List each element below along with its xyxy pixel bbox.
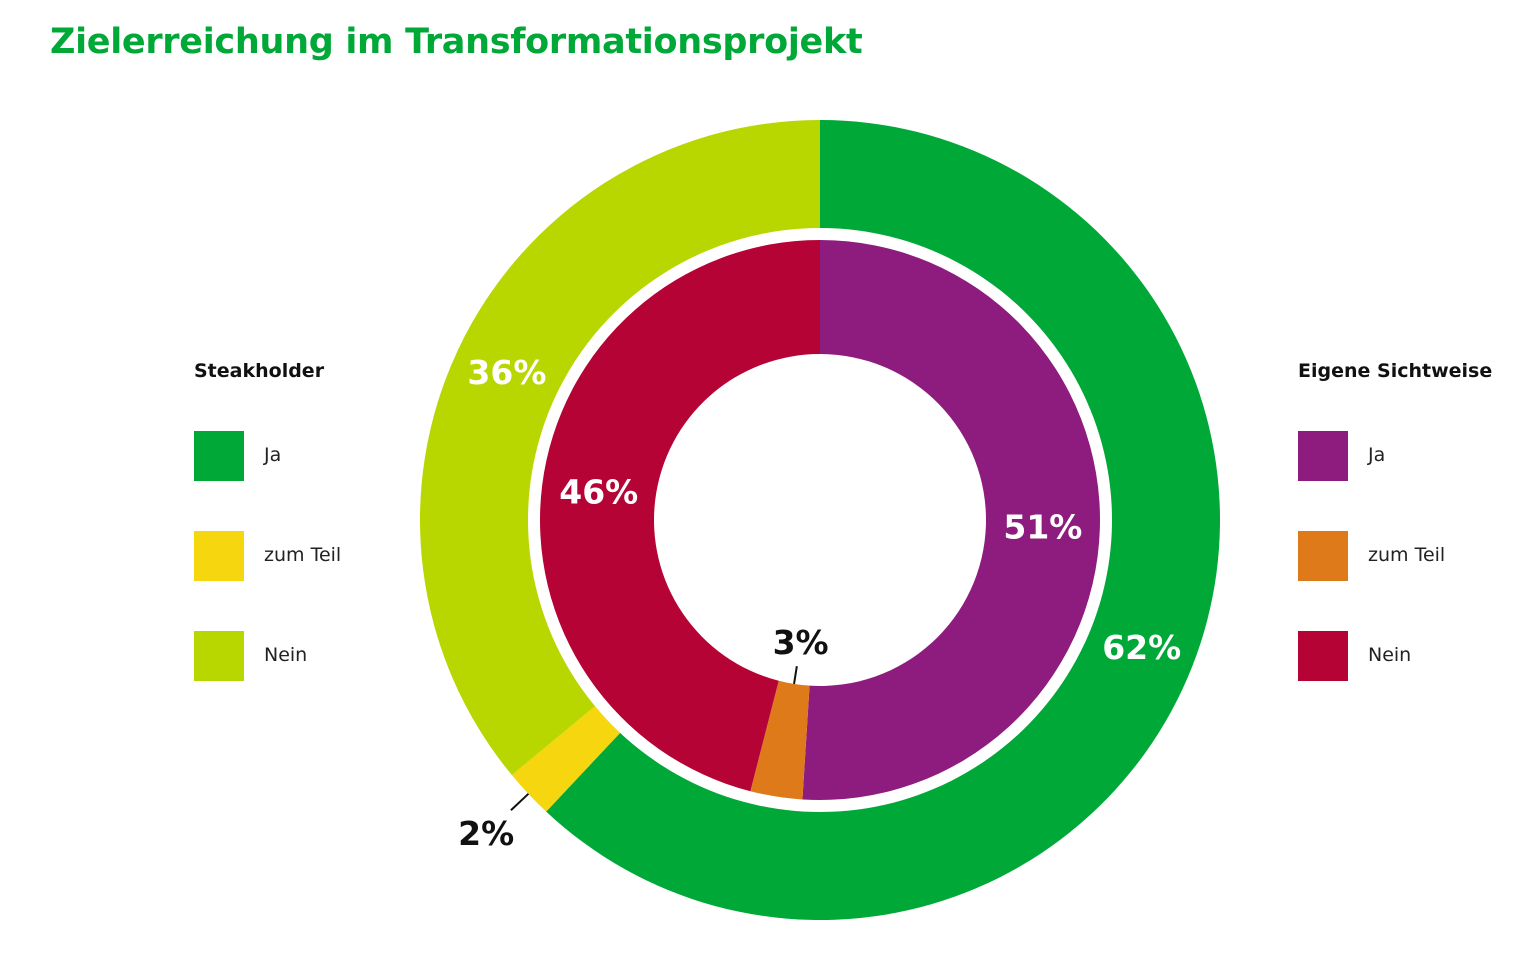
legend-label: zum Teil (1368, 544, 1446, 566)
legend-label: Ja (264, 444, 282, 466)
legend-item: zum Teil (194, 531, 414, 581)
legend-item: zum Teil (1298, 531, 1518, 581)
leader-line (793, 666, 798, 685)
legend-label: zum Teil (264, 544, 342, 566)
legend-eigene-sichtweise: Eigene Sichtweise Ja zum Teil Nein (1298, 360, 1493, 681)
legend-label: Ja (1368, 444, 1386, 466)
legend-label: Nein (1368, 644, 1412, 666)
donut-slice (420, 119, 820, 775)
data-label: 51% (1003, 508, 1082, 547)
donut-slice (511, 706, 621, 812)
legend-steakholder: Steakholder Ja zum Teil Nein (194, 360, 341, 681)
leader-line (510, 793, 530, 811)
donut-slice (546, 120, 1221, 920)
legend-item: Ja (1298, 431, 1518, 481)
inner-ring-eigene-sichtweise (540, 240, 1100, 800)
outer-ring-steakholder (420, 119, 1221, 920)
data-label: 62% (1102, 628, 1181, 667)
data-label: 46% (559, 473, 638, 512)
legend-item: Nein (194, 631, 414, 681)
data-label: 3% (773, 623, 829, 662)
data-label: 2% (458, 814, 514, 853)
legend-item: Nein (1298, 631, 1518, 681)
legend-swatch (1298, 431, 1348, 481)
legend-item: Ja (194, 431, 414, 481)
chart-title: Zielerreichung im Transformationsprojekt (50, 22, 863, 62)
legend-title: Eigene Sichtweise (1298, 360, 1493, 382)
legend-swatch (1298, 631, 1348, 681)
data-label: 36% (467, 353, 546, 392)
legend-title: Steakholder (194, 360, 325, 382)
donut-slice (802, 240, 1100, 800)
data-labels: 62% 2% 36% 51% 3% 46% (458, 353, 1181, 853)
donut-slice (750, 680, 810, 800)
legend-swatch (194, 631, 244, 681)
donut-slice (540, 240, 820, 792)
legend-label: Nein (264, 644, 308, 666)
legend-swatch (194, 431, 244, 481)
legend-swatch (1298, 531, 1348, 581)
legend-swatch (194, 531, 244, 581)
